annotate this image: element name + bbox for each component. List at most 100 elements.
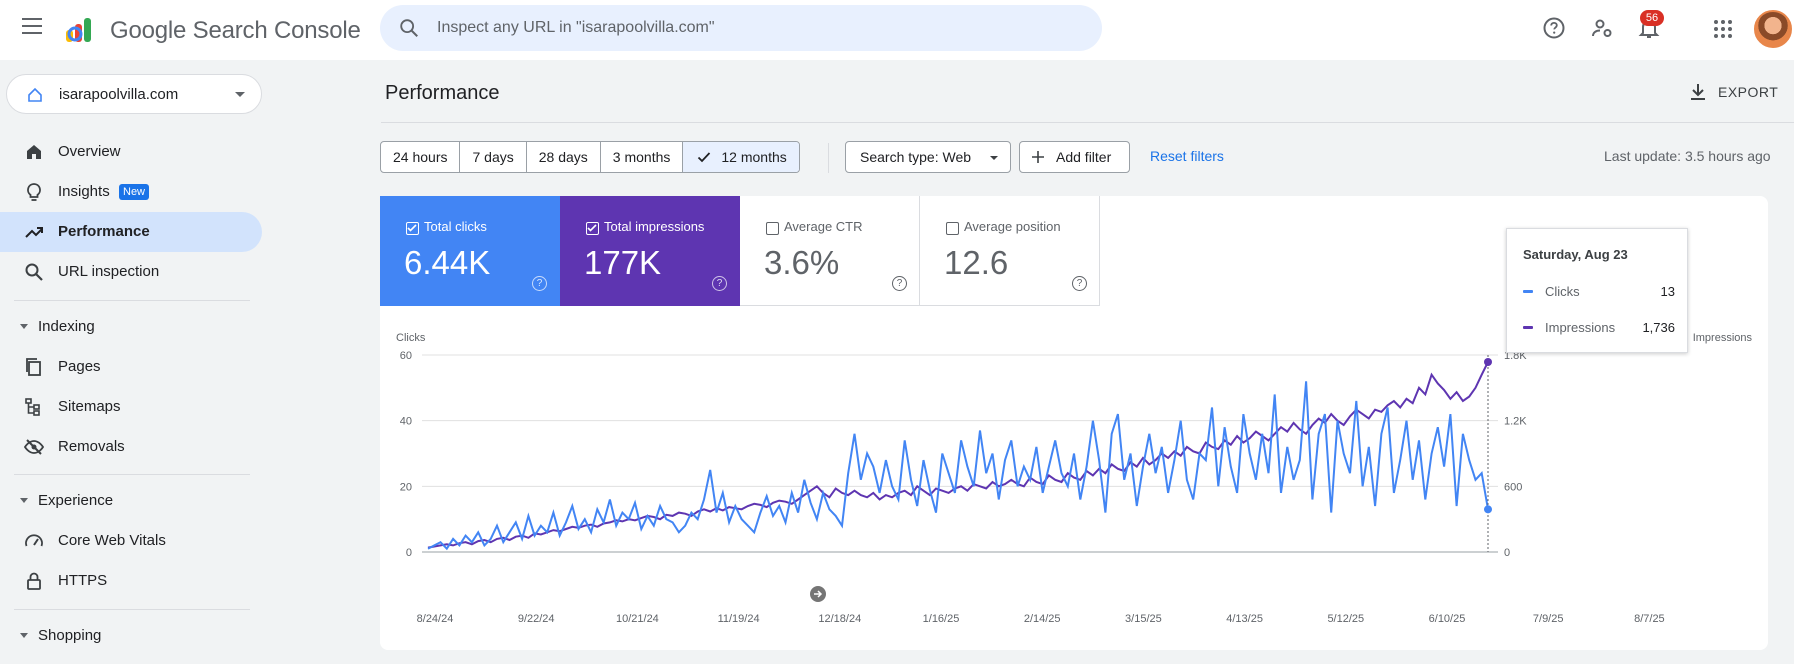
section-label: Experience: [38, 492, 114, 509]
y-tick-label-right: 1.2K: [1504, 416, 1527, 428]
tooltip-value: 13: [1660, 284, 1675, 299]
help-icon[interactable]: ?: [712, 276, 727, 291]
search-icon: [25, 263, 43, 281]
impressions-hover-point: [1484, 358, 1492, 367]
property-name: isarapoolvilla.com: [59, 86, 179, 103]
sidebar-item-performance[interactable]: Performance: [0, 212, 262, 252]
search-type-label: Search type: Web: [860, 149, 972, 165]
tooltip-label: Impressions: [1545, 320, 1616, 335]
metric-label: Total clicks: [424, 219, 487, 234]
sidebar-item-sitemaps[interactable]: Sitemaps: [0, 387, 262, 427]
section-experience[interactable]: Experience: [0, 483, 262, 519]
section-shopping[interactable]: Shopping: [0, 618, 262, 654]
metric-checkbox[interactable]: [946, 222, 959, 235]
metric-checkbox[interactable]: [766, 222, 779, 235]
metric-total-clicks[interactable]: Total clicks 6.44K ?: [380, 196, 560, 306]
sidebar-item-label: Overview: [58, 143, 121, 160]
divider: [381, 122, 1794, 123]
divider: [828, 143, 829, 173]
x-tick-label: 2/14/25: [1024, 613, 1061, 625]
help-icon[interactable]: ?: [532, 276, 547, 291]
apps-grid-icon[interactable]: [1712, 18, 1734, 40]
x-tick-label: 9/22/24: [518, 613, 555, 625]
range-7-days[interactable]: 7 days: [460, 142, 527, 172]
property-selector[interactable]: isarapoolvilla.com: [6, 74, 262, 114]
search-icon: [400, 19, 418, 37]
metric-value: 6.44K: [404, 244, 491, 281]
add-filter-button[interactable]: Add filter: [1019, 141, 1130, 173]
x-tick-label: 11/19/24: [718, 613, 760, 625]
x-tick-label: 6/10/25: [1429, 613, 1466, 625]
account-avatar[interactable]: [1754, 10, 1792, 48]
section-indexing[interactable]: Indexing: [0, 309, 262, 345]
metric-value: 12.6: [944, 244, 1009, 281]
sidebar-item-https[interactable]: HTTPS: [0, 561, 262, 601]
menu-icon[interactable]: [22, 18, 46, 38]
search-type-filter[interactable]: Search type: Web: [845, 141, 1011, 173]
metric-average-ctr[interactable]: Average CTR 3.6% ?: [740, 196, 920, 306]
x-tick-label: 4/13/25: [1226, 613, 1263, 625]
metric-checkbox[interactable]: [406, 222, 419, 235]
metric-average-position[interactable]: Average position 12.6 ?: [920, 196, 1100, 306]
check-icon: [587, 224, 597, 232]
check-icon: [698, 152, 711, 163]
notification-badge: 56: [1640, 10, 1664, 26]
lightbulb-icon: [27, 183, 41, 201]
help-icon[interactable]: [1542, 16, 1566, 40]
sidebar-item-insights[interactable]: Insights New: [0, 172, 262, 212]
x-tick-label: 8/24/24: [417, 613, 454, 625]
y-tick-label-right: 0: [1504, 547, 1510, 559]
sidebar-item-core-web-vitals[interactable]: Core Web Vitals: [0, 521, 262, 561]
search-console-logo: [66, 18, 91, 42]
help-icon[interactable]: ?: [892, 276, 907, 291]
metric-label: Total impressions: [604, 219, 705, 234]
range-28-days[interactable]: 28 days: [527, 142, 601, 172]
performance-chart[interactable]: Clicks Impressions 0 0 20 600 40 1.2K 60 1.8K 8…: [380, 320, 1768, 630]
check-icon: [407, 224, 417, 232]
url-inspect-search[interactable]: Inspect any URL in "isarapoolvilla.com": [380, 5, 1102, 51]
metric-value: 177K: [584, 244, 662, 281]
range-12-months[interactable]: 12 months: [683, 142, 799, 172]
help-icon[interactable]: ?: [1072, 276, 1087, 291]
metric-checkbox[interactable]: [586, 222, 599, 235]
sidebar-item-label: Removals: [58, 438, 125, 455]
clicks-hover-point: [1484, 505, 1492, 514]
x-tick-label: 3/15/25: [1125, 613, 1162, 625]
sidebar-item-pages[interactable]: Pages: [0, 347, 262, 387]
reset-filters-link[interactable]: Reset filters: [1150, 148, 1224, 164]
sidebar-item-label: URL inspection: [58, 263, 160, 280]
sidebar-item-url-inspection[interactable]: URL inspection: [0, 252, 262, 292]
sidebar-item-overview[interactable]: Overview: [0, 132, 262, 172]
page-title: Performance: [385, 82, 500, 104]
chevron-down-icon: [235, 92, 245, 97]
impressions-series-line: [427, 361, 1489, 549]
sidebar-item-label: Core Web Vitals: [58, 532, 166, 549]
caret-down-icon: [20, 498, 28, 503]
metric-total-impressions[interactable]: Total impressions 177K ?: [560, 196, 740, 306]
plus-icon: [1032, 151, 1044, 163]
legend-swatch: [1523, 326, 1533, 329]
top-bar: Google Search Console Inspect any URL in…: [0, 0, 1794, 60]
tooltip-row-clicks: Clicks 13: [1523, 283, 1675, 301]
chart-tooltip: Saturday, Aug 23 Clicks 13 Impressions 1…: [1506, 228, 1688, 353]
download-icon: [1691, 84, 1705, 100]
sidebar-item-label: Sitemaps: [58, 398, 121, 415]
sidebar-item-label: Insights: [58, 183, 110, 200]
annotation-marker[interactable]: [810, 586, 826, 602]
sidebar-item-removals[interactable]: Removals: [0, 427, 262, 467]
x-tick-label: 12/18/24: [818, 613, 861, 625]
new-badge: New: [119, 184, 150, 200]
manage-users-icon[interactable]: [1590, 16, 1614, 40]
clicks-series-line: [427, 381, 1489, 551]
y-tick-label-right: 600: [1504, 481, 1522, 493]
x-tick-label: 5/12/25: [1327, 613, 1364, 625]
metric-label: Average position: [964, 219, 1061, 234]
range-3-months[interactable]: 3 months: [601, 142, 684, 172]
range-24-hours[interactable]: 24 hours: [381, 142, 461, 172]
y-tick-label-left: 40: [400, 416, 412, 428]
section-label: Indexing: [38, 318, 95, 335]
domain-property-icon: [28, 87, 42, 102]
sidebar-item-label: Pages: [58, 358, 101, 375]
search-input[interactable]: Inspect any URL in "isarapoolvilla.com": [437, 19, 715, 36]
last-update-text: Last update: 3.5 hours ago: [1604, 148, 1771, 164]
